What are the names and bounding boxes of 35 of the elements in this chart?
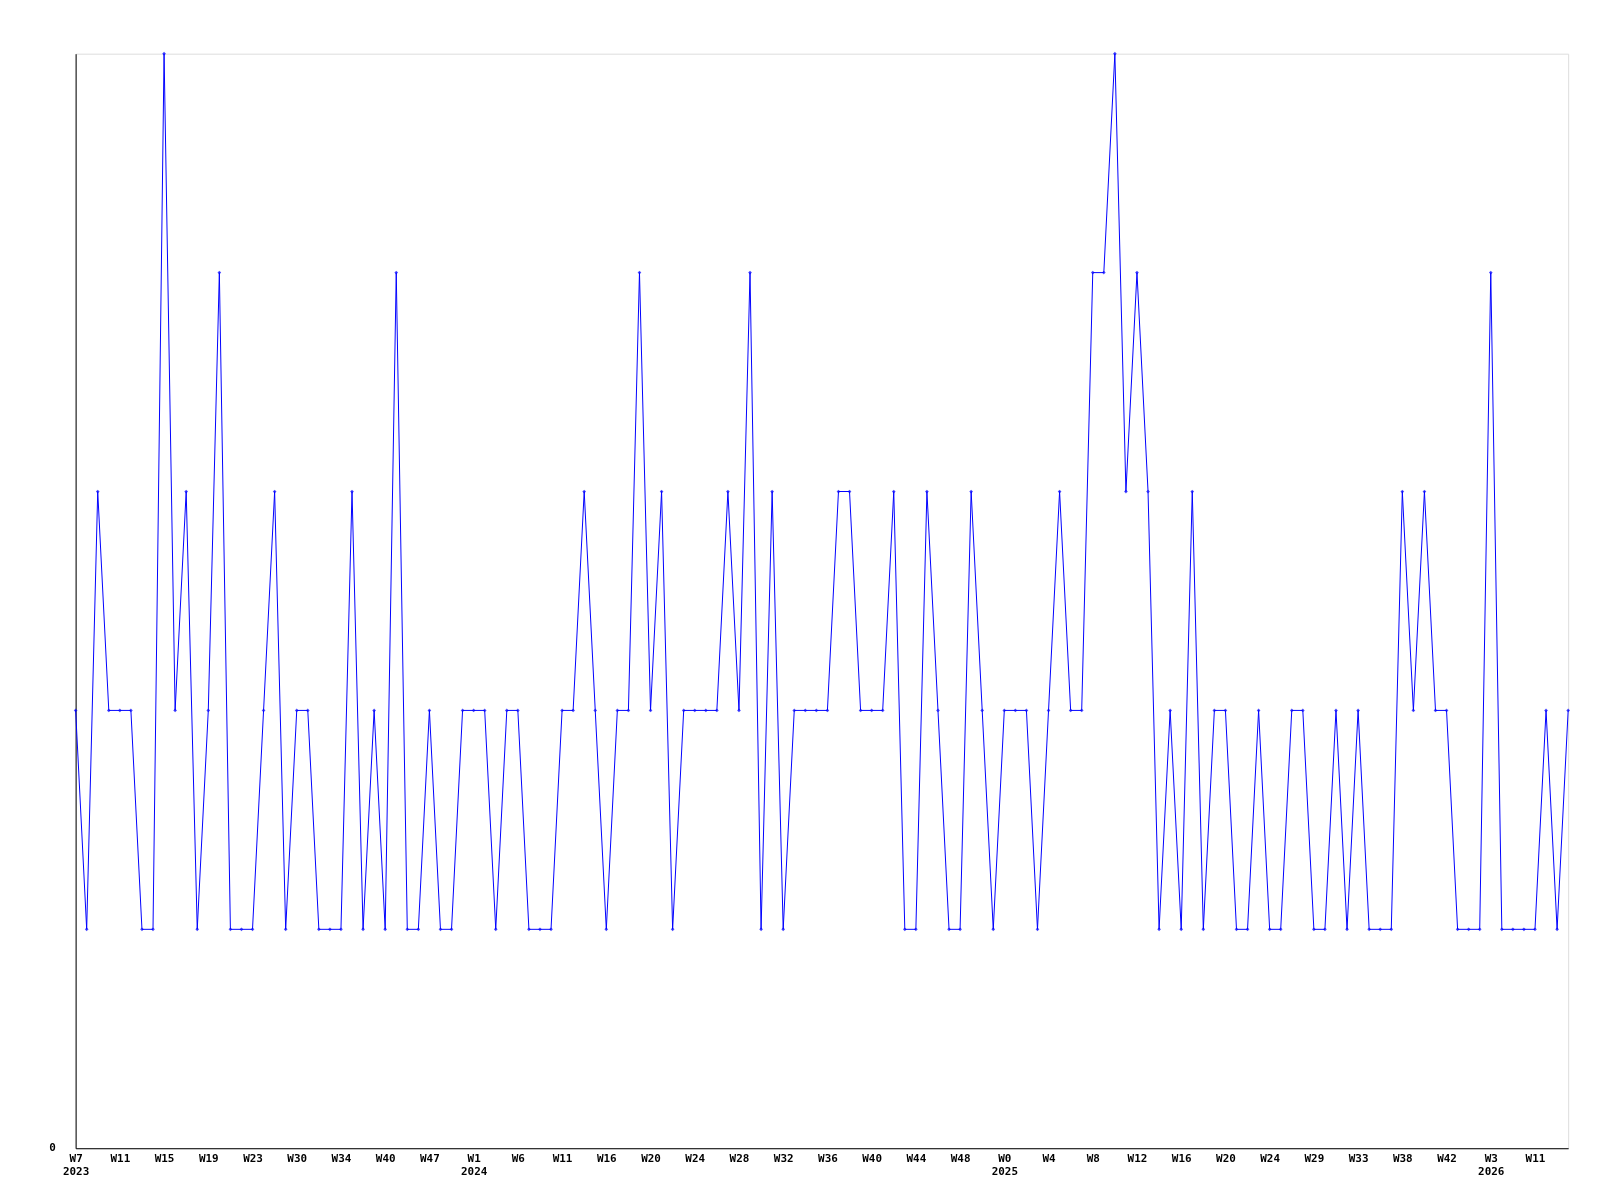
x-tick-label: W40 <box>862 1151 883 1165</box>
x-tick-label: W12 <box>1127 1151 1148 1165</box>
x-tick-label: W1 2024 <box>460 1151 488 1178</box>
x-tick-label: W28 <box>729 1151 750 1165</box>
x-tick-label: W11 <box>552 1151 573 1165</box>
x-tick-label: W38 <box>1392 1151 1413 1165</box>
x-tick-label: W8 <box>1086 1151 1100 1165</box>
x-tick-label: W36 <box>818 1151 838 1165</box>
x-tick-label: W16 <box>1171 1151 1192 1165</box>
x-tick-label: W11 <box>1525 1151 1546 1165</box>
x-tick-label: W32 <box>773 1151 794 1165</box>
x-tick-label: W44 <box>906 1151 927 1165</box>
x-tick-label: W16 <box>596 1151 617 1165</box>
x-tick-label: W29 <box>1304 1151 1325 1165</box>
x-tick-label: W48 <box>950 1151 971 1165</box>
x-tick-label: W19 <box>198 1151 219 1165</box>
x-tick-label: W24 <box>1260 1151 1281 1165</box>
x-tick-label: W3 2026 <box>1478 1151 1505 1178</box>
x-tick-label: W47 <box>420 1151 440 1165</box>
x-tick-label: W42 <box>1437 1151 1457 1165</box>
x-tick-label: W6 <box>511 1151 525 1165</box>
x-tick-label: W23 <box>243 1151 263 1165</box>
x-tick-label: W24 <box>685 1151 706 1165</box>
x-tick-label: W20 <box>641 1151 661 1165</box>
x-tick-label: W20 <box>1216 1151 1236 1165</box>
x-tick-label: W34 <box>331 1151 352 1165</box>
x-tick-label: W11 <box>110 1151 131 1165</box>
x-tick-label: W30 <box>287 1151 308 1165</box>
x-tick-label: W7 2023 <box>62 1151 90 1178</box>
x-tick-label: W15 <box>154 1151 175 1165</box>
x-tick-label: W40 <box>375 1151 396 1165</box>
x-tick-label: W33 <box>1348 1151 1369 1165</box>
x-tick-label: W4 <box>1042 1151 1057 1165</box>
x-tick-label: W0 2025 <box>991 1151 1018 1178</box>
text: 0 <box>49 1141 56 1155</box>
